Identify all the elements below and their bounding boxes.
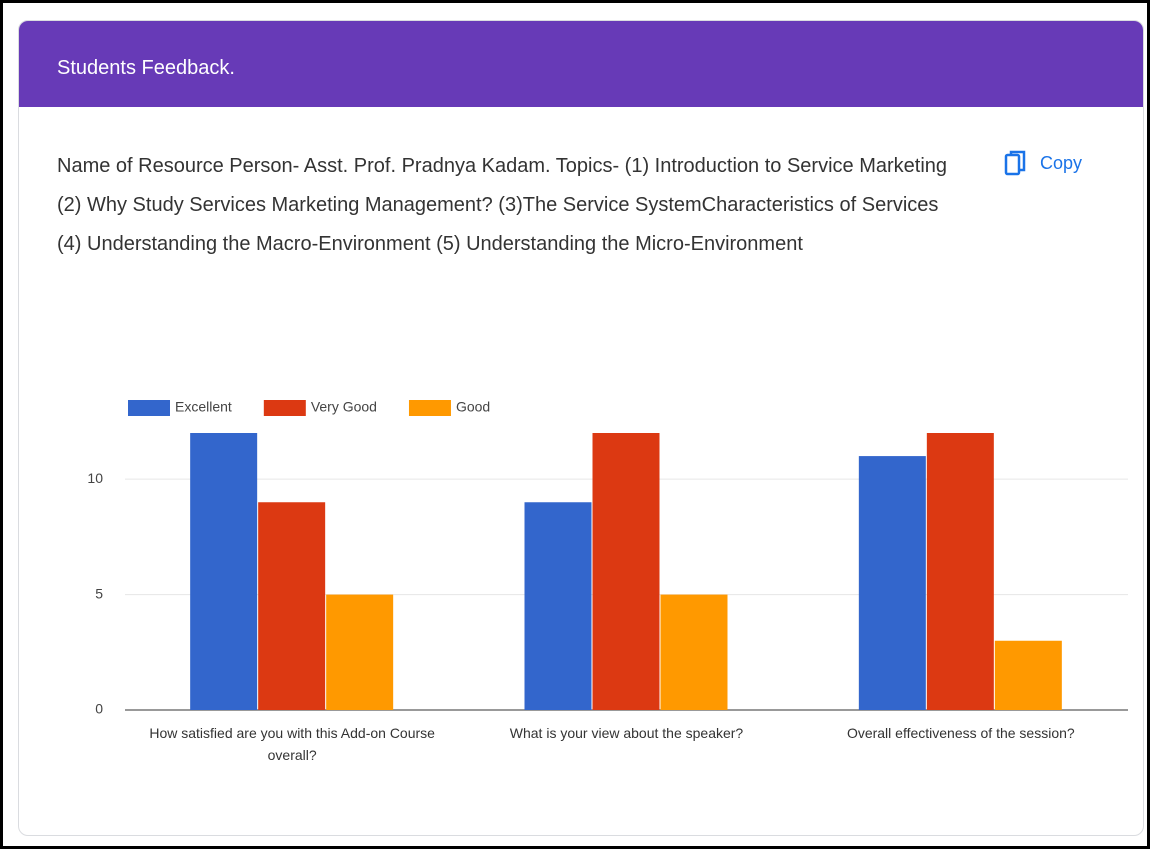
legend-swatch (408, 400, 451, 416)
bar (994, 640, 1062, 710)
x-tick-label: How satisfied are you with this Add-on C… (149, 725, 435, 763)
bar (660, 594, 728, 710)
copy-button[interactable]: Copy (1004, 147, 1082, 179)
y-tick-label: 5 (95, 585, 103, 601)
y-tick-label: 10 (87, 470, 103, 486)
bar (258, 502, 326, 710)
legend-label: Excellent (175, 399, 232, 415)
legend-label: Very Good (311, 399, 377, 415)
legend-label: Good (456, 399, 490, 415)
bar (592, 433, 660, 710)
copy-label: Copy (1040, 152, 1083, 173)
x-tick-label: Overall effectiveness of the session? (846, 725, 1075, 741)
question-text: Name of Resource Person- Asst. Prof. Pra… (57, 155, 948, 255)
bar (858, 456, 926, 710)
bar (926, 433, 994, 710)
bar (326, 594, 394, 710)
chart: 0 5 10 Excellent Very Good Good (87, 399, 1128, 717)
y-tick-label: 0 (95, 701, 103, 717)
x-tick-label: What is your view about the speaker? (509, 725, 744, 741)
card-title: Students Feedback. (57, 57, 235, 79)
bar (524, 502, 592, 710)
copy-icon (1004, 150, 1026, 176)
bar (190, 433, 258, 710)
legend-swatch (263, 400, 306, 416)
card-header: Students Feedback. (19, 21, 1143, 107)
legend-swatch (128, 400, 170, 416)
